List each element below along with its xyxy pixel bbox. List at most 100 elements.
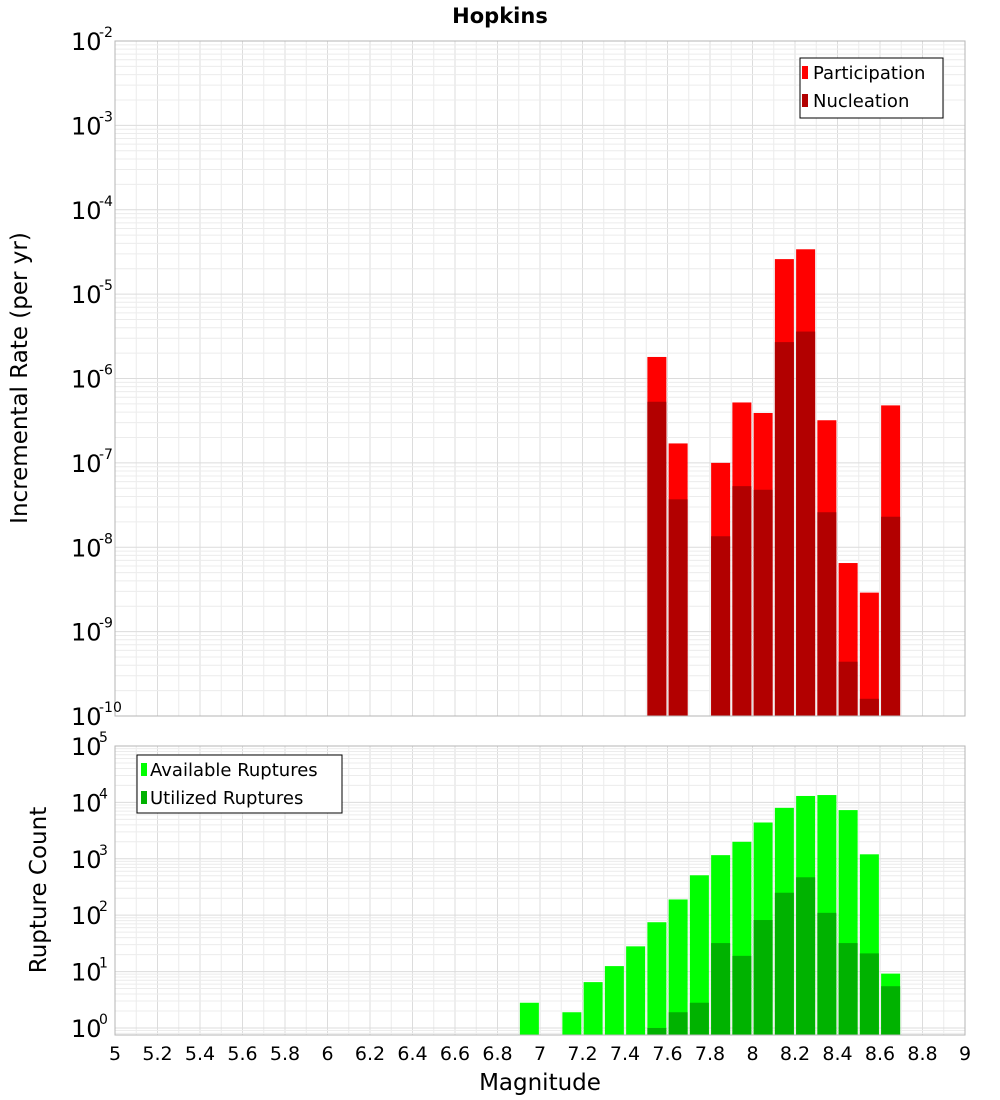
utilized-ruptures-bar <box>753 920 773 1035</box>
x-tick-label: 7.6 <box>652 1043 682 1065</box>
rate-plot-frame <box>114 40 966 717</box>
available-ruptures-bar <box>626 946 646 1035</box>
x-tick-label: 6.8 <box>482 1043 512 1065</box>
nucleation-bar <box>838 661 858 716</box>
count-y-tick-exponent: 5 <box>99 730 108 746</box>
x-tick-label: 5.8 <box>270 1043 300 1065</box>
utilized-ruptures-bar <box>732 955 752 1035</box>
utilized-ruptures-bar <box>796 877 816 1035</box>
participation-legend-swatch <box>802 66 808 79</box>
count-y-tick-exponent: 3 <box>99 843 108 859</box>
rate-y-tick-exponent: -8 <box>99 531 113 547</box>
nucleation-bar <box>796 331 816 716</box>
x-tick-label: 6 <box>321 1043 333 1065</box>
nucleation-bar <box>647 401 667 716</box>
count-y-tick-exponent: 2 <box>99 899 108 915</box>
x-tick-label: 5.2 <box>142 1043 172 1065</box>
count-y-axis-label: Rupture Count <box>26 807 52 973</box>
nucleation-bar <box>774 342 794 716</box>
count-y-tick-label: 10 <box>71 1015 102 1043</box>
count-bars <box>519 795 901 1035</box>
participation-legend-label: Participation <box>813 63 925 84</box>
rate-bars <box>647 249 901 716</box>
rate-y-tick-label: 10 <box>71 703 102 731</box>
x-tick-label: 7.8 <box>695 1043 725 1065</box>
count-y-tick-label: 10 <box>71 902 102 930</box>
available-legend-swatch <box>141 763 147 776</box>
nucleation-bar <box>753 489 773 716</box>
nucleation-bar <box>859 698 879 716</box>
rate-y-tick-label: 10 <box>71 112 102 140</box>
x-tick-label: 7.2 <box>567 1043 597 1065</box>
available-ruptures-bar <box>519 1002 539 1035</box>
rate-y-tick-label: 10 <box>71 450 102 478</box>
count-y-tick-label: 10 <box>71 733 102 761</box>
x-tick-label: 8.6 <box>865 1043 895 1065</box>
nucleation-bar <box>817 512 837 716</box>
x-tick-label: 9 <box>959 1043 971 1065</box>
utilized-ruptures-bar <box>668 1012 688 1035</box>
available-ruptures-bar <box>604 966 624 1035</box>
rate-y-tick-label: 10 <box>71 619 102 647</box>
utilized-ruptures-bar <box>859 953 879 1035</box>
utilized-ruptures-bar <box>817 912 837 1035</box>
rate-y-axis-label: Incremental Rate (per yr) <box>7 232 33 524</box>
rate-y-tick-exponent: -6 <box>99 363 113 379</box>
x-axis-label: Magnitude <box>479 1070 601 1096</box>
rate-y-tick-exponent: -5 <box>99 278 113 294</box>
x-tick-label: 6.6 <box>440 1043 470 1065</box>
count-legend-box <box>136 754 343 814</box>
rate-legend-box <box>799 57 944 119</box>
rate-y-tick-label: 10 <box>71 197 102 225</box>
x-tick-label: 6.4 <box>397 1043 427 1065</box>
x-tick-label: 7 <box>534 1043 546 1065</box>
x-tick-label: 8.4 <box>822 1043 852 1065</box>
rate-y-tick-exponent: -4 <box>99 194 113 210</box>
count-y-tick-exponent: 4 <box>99 786 108 802</box>
nucleation-legend-label: Nucleation <box>813 91 909 112</box>
nucleation-legend-swatch <box>802 94 808 107</box>
utilized-ruptures-bar <box>647 1027 667 1035</box>
count-y-tick-label: 10 <box>71 789 102 817</box>
rate-y-tick-label: 10 <box>71 366 102 394</box>
chart-title: Hopkins <box>452 4 548 28</box>
x-tick-label: 8 <box>746 1043 758 1065</box>
rate-y-tick-exponent: -2 <box>99 25 113 41</box>
count-plot-frame <box>114 745 966 1036</box>
count-y-tick-label: 10 <box>71 959 102 987</box>
available-ruptures-bar <box>689 875 709 1035</box>
participation-bar <box>859 592 879 716</box>
count-y-tick-exponent: 1 <box>99 956 108 972</box>
nucleation-bar <box>668 499 688 716</box>
nucleation-bar <box>711 536 731 716</box>
rate-y-tick-label: 10 <box>71 281 102 309</box>
rate-y-tick-label: 10 <box>71 28 102 56</box>
utilized-ruptures-bar <box>838 943 858 1035</box>
nucleation-bar <box>881 516 901 716</box>
x-tick-label: 7.4 <box>610 1043 640 1065</box>
rate-y-tick-exponent: -7 <box>99 447 113 463</box>
rate-y-tick-exponent: -9 <box>99 616 113 632</box>
available-ruptures-bar <box>583 982 603 1035</box>
available-legend-label: Available Ruptures <box>150 760 318 781</box>
x-tick-label: 5.4 <box>185 1043 215 1065</box>
rate-legend: Participation Nucleation <box>799 57 944 119</box>
rate-y-tick-exponent: -10 <box>99 700 122 716</box>
x-tick-label: 5 <box>109 1043 121 1065</box>
available-ruptures-bar <box>647 922 667 1035</box>
count-y-tick-exponent: 0 <box>99 1012 108 1028</box>
utilized-ruptures-bar <box>774 892 794 1035</box>
rate-gridlines <box>114 40 966 717</box>
utilized-ruptures-bar <box>881 986 901 1035</box>
available-ruptures-bar <box>668 899 688 1035</box>
count-x-ticks: 5 5.2 5.4 5.6 5.8 6 6.2 6.4 6.6 6.8 7 7.2 7.4 7.6 7.8 8… <box>109 1043 971 1065</box>
x-tick-label: 5.6 <box>227 1043 257 1065</box>
rate-y-tick-label: 10 <box>71 534 102 562</box>
utilized-ruptures-bar <box>689 1002 709 1035</box>
rate-y-tick-exponent: -3 <box>99 109 113 125</box>
count-legend: Available Ruptures Utilized Ruptures <box>136 754 343 814</box>
